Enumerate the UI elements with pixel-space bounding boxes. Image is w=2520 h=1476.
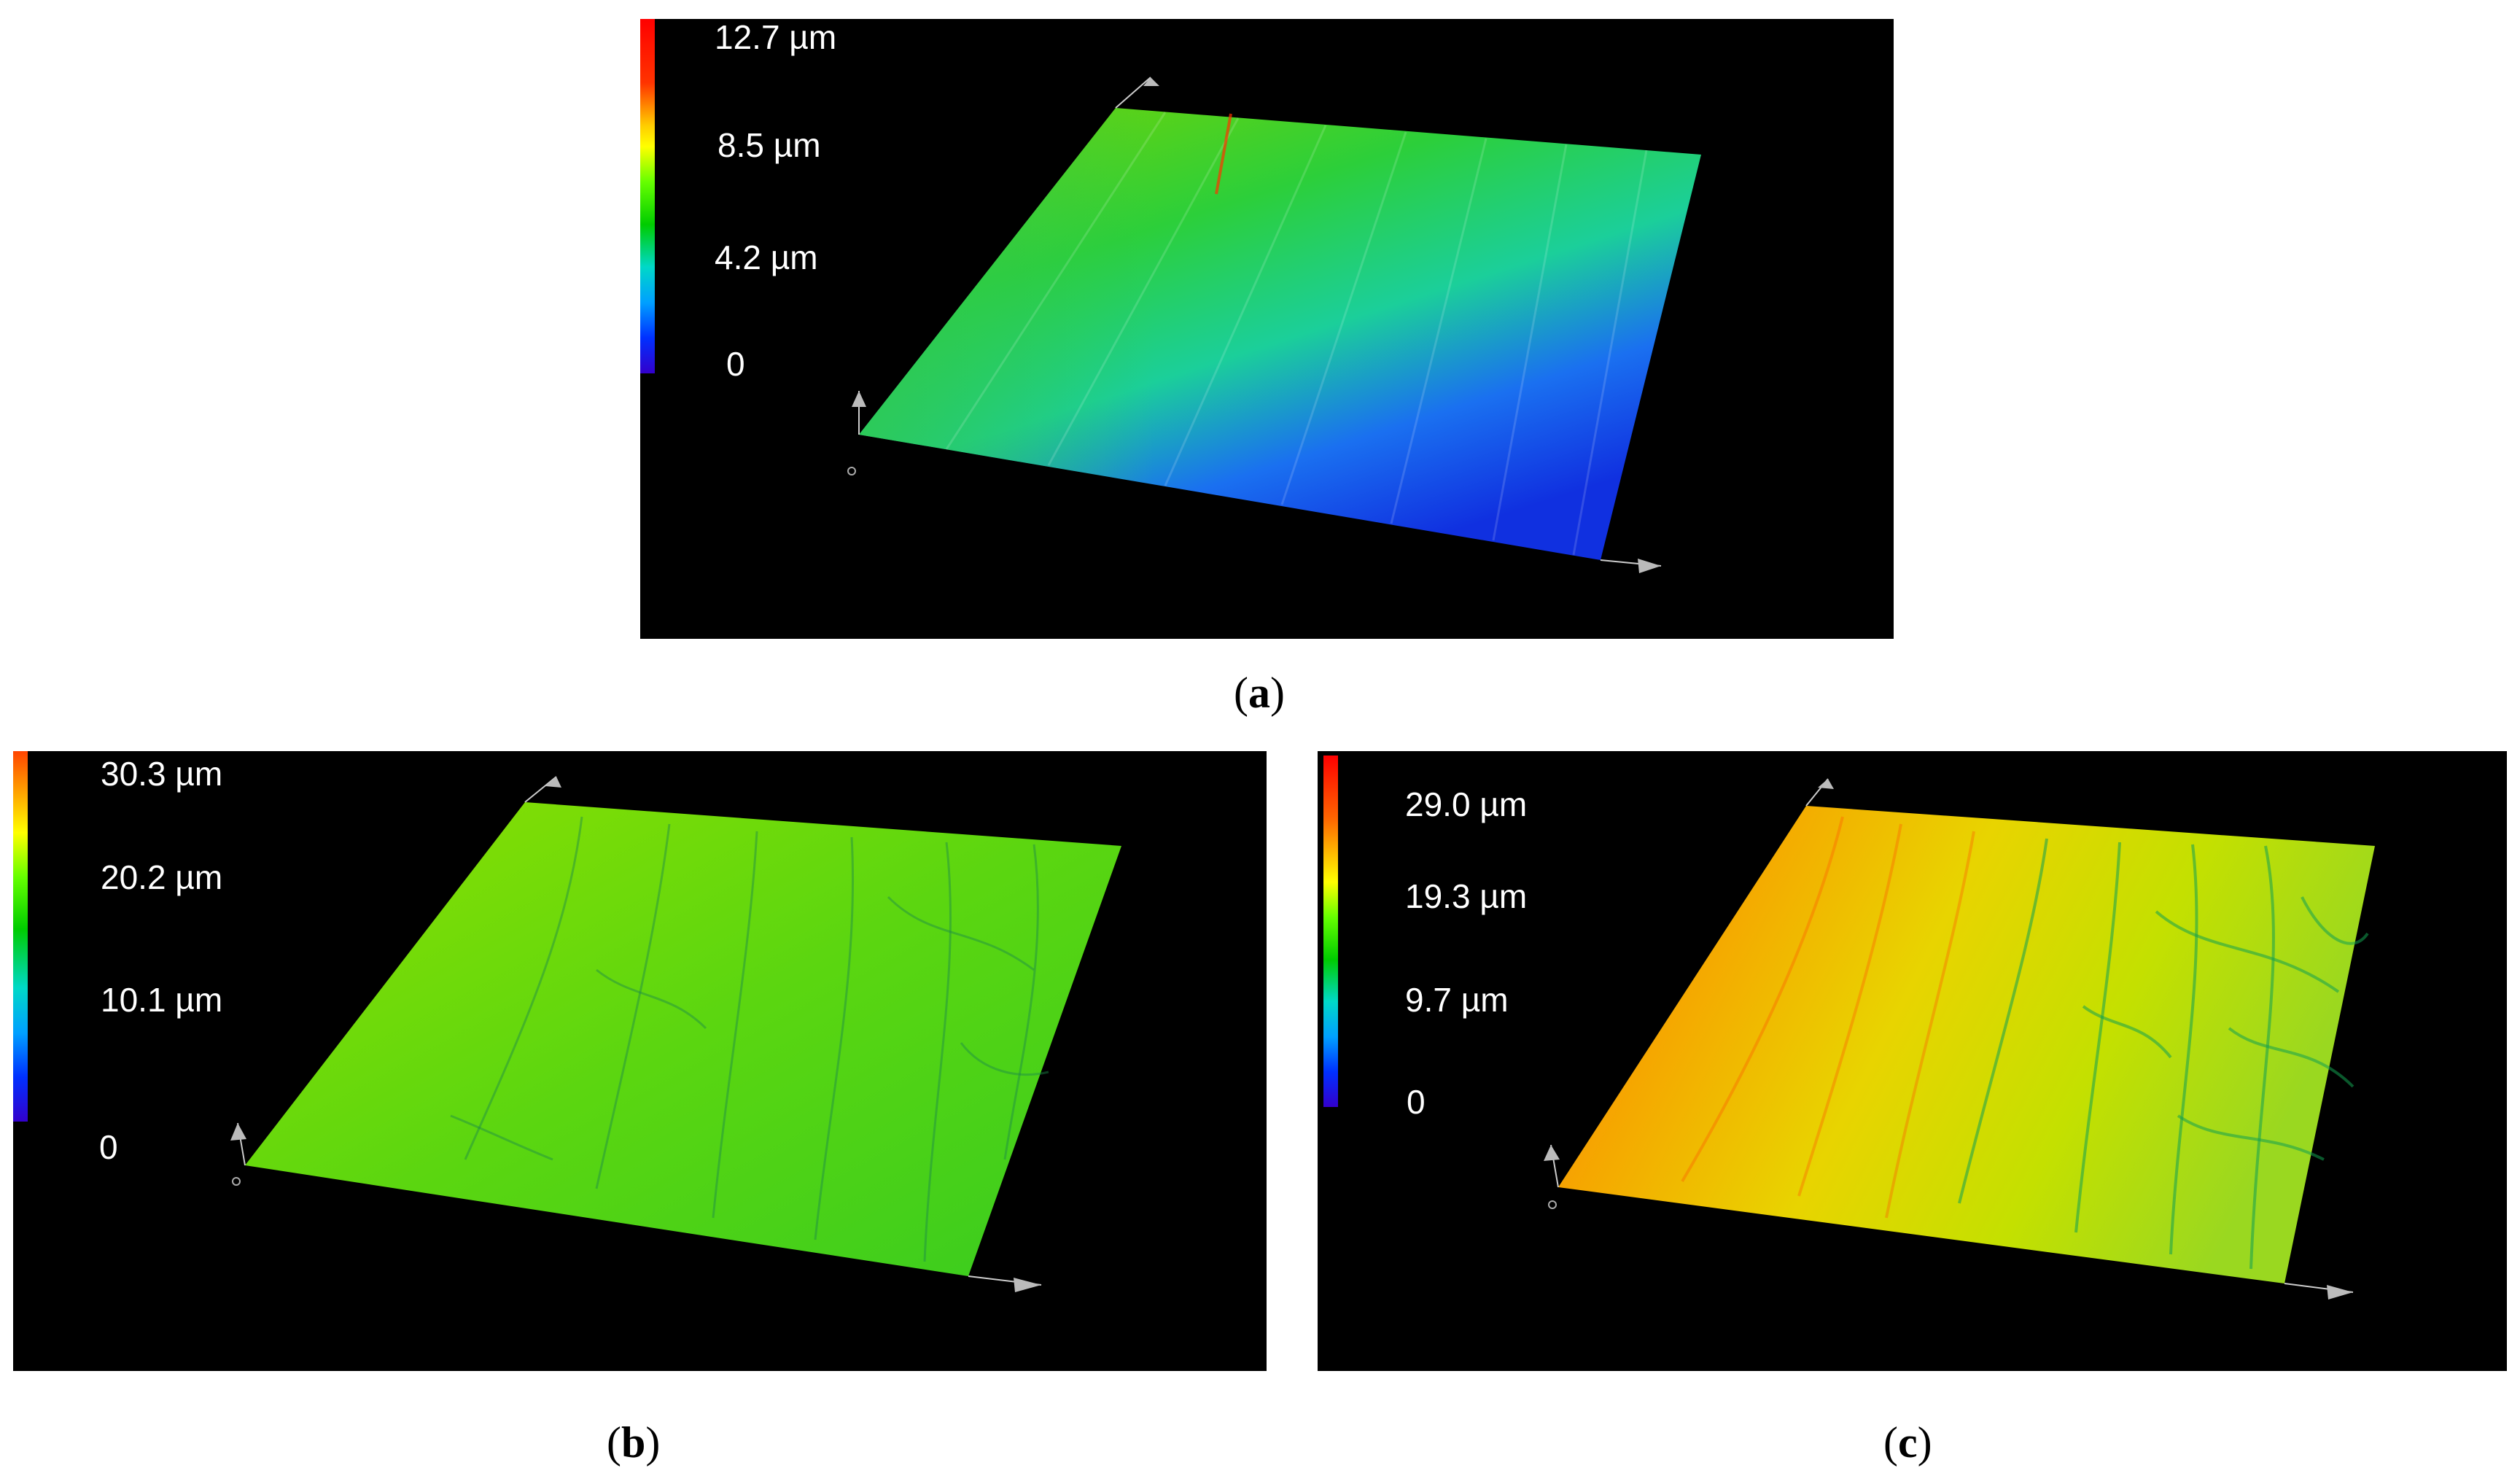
color-scale-bar-c (1323, 756, 1338, 1107)
caption-c: (c) (1883, 1418, 1932, 1467)
surface-plot-panel-b: 30.3 µm 20.2 µm 10.1 µm 0 (13, 751, 1267, 1371)
scale-label-zero-a: 0 (726, 345, 745, 383)
surface-3d-plot-b (230, 776, 1121, 1292)
surface-b (245, 802, 1121, 1276)
scale-label-high-c: 19.3 µm (1405, 877, 1528, 915)
surface-c (1558, 806, 2375, 1283)
surface-plot-panel-a: 12.7 µm 8.5 µm 4.2 µm 0 (640, 19, 1894, 639)
caption-a: (a) (1234, 669, 1285, 717)
scale-label-high-a: 8.5 µm (718, 126, 821, 164)
scale-label-mid-a: 4.2 µm (715, 238, 818, 276)
scale-label-max-c: 29.0 µm (1405, 785, 1528, 823)
color-scale-bar-b (13, 751, 28, 1122)
scale-label-max-a: 12.7 µm (715, 19, 837, 56)
surface-3d-plot-a (847, 77, 1701, 573)
color-scale-bar-a (640, 19, 655, 373)
scale-label-mid-b: 10.1 µm (101, 981, 223, 1019)
scale-label-zero-c: 0 (1407, 1083, 1426, 1121)
scale-label-max-b: 30.3 µm (101, 755, 223, 793)
surface-plot-panel-c: 29.0 µm 19.3 µm 9.7 µm 0 (1318, 751, 2507, 1371)
scale-label-high-b: 20.2 µm (101, 858, 223, 896)
caption-b: (b) (607, 1418, 661, 1467)
scale-label-zero-b: 0 (99, 1128, 118, 1166)
scale-label-mid-c: 9.7 µm (1405, 981, 1509, 1019)
surface-3d-plot-c (1544, 778, 2375, 1300)
